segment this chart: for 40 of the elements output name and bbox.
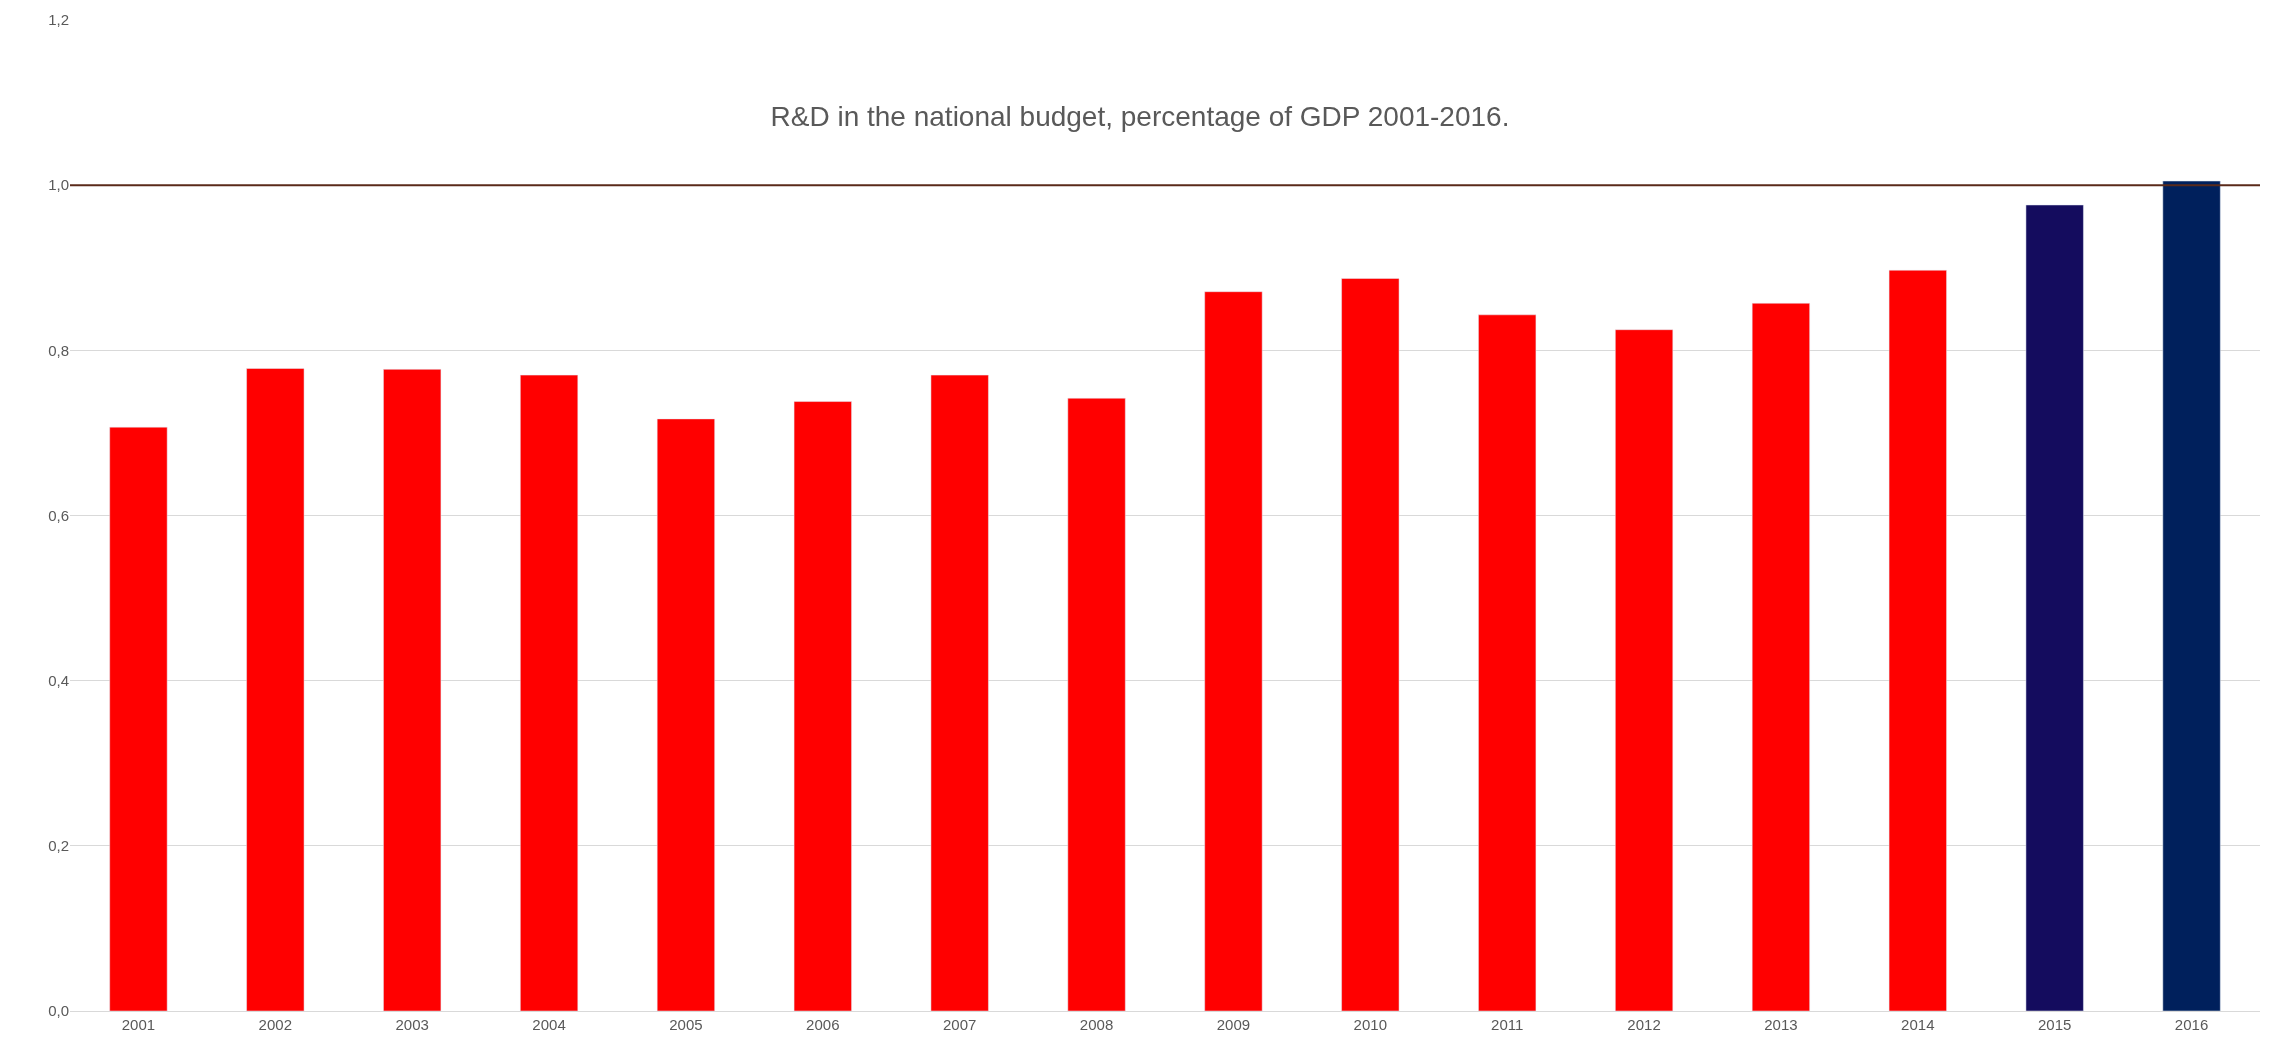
bar: [1478, 314, 1537, 1011]
bar: [383, 369, 442, 1011]
y-tick-label: 0,6: [48, 506, 69, 524]
bar: [2162, 180, 2221, 1011]
bar: [520, 374, 579, 1011]
x-tick-label: 2013: [1764, 1016, 1798, 1033]
x-tick-label: 2014: [1901, 1016, 1935, 1033]
x-tick-label: 2004: [532, 1016, 566, 1033]
bar: [656, 418, 715, 1011]
x-tick-label: 2009: [1216, 1016, 1251, 1033]
bar: [930, 374, 989, 1011]
x-tick-label: 2007: [943, 1016, 977, 1033]
bar: [1888, 269, 1947, 1011]
bar: [1751, 303, 1810, 1011]
bar: [1341, 278, 1400, 1011]
x-tick-label: 2002: [258, 1016, 292, 1033]
text: R&D in the national budget, percentage of GDP 2001-2016.: [770, 100, 1510, 132]
x-tick-label: 2015: [2038, 1016, 2072, 1033]
bar: [1204, 291, 1263, 1011]
y-tick-label: 1,0: [48, 176, 69, 194]
x-tick-label: 2006: [806, 1016, 840, 1033]
bar: [246, 368, 305, 1011]
x-tick-label: 2010: [1353, 1016, 1387, 1033]
bar: [793, 401, 852, 1011]
bar: [1615, 329, 1674, 1011]
y-tick-label: 0,0: [48, 1002, 69, 1020]
x-tick-label: 2016: [2174, 1016, 2209, 1033]
x-tick-label: 2001: [121, 1016, 156, 1033]
y-tick-label: 0,8: [48, 341, 69, 359]
y-tick-label: 0,4: [48, 671, 69, 689]
x-tick-label: 2008: [1079, 1016, 1114, 1033]
bar: [109, 426, 168, 1011]
x-tick-label: 2005: [669, 1016, 703, 1033]
bar: [1067, 397, 1126, 1011]
x-tick-label: 2003: [395, 1016, 429, 1033]
bar: [2025, 204, 2084, 1011]
y-tick-label: 1,2: [48, 11, 69, 29]
x-tick-label: 2012: [1627, 1016, 1661, 1033]
x-tick-label: 2011: [1491, 1016, 1524, 1033]
y-tick-label: 0,2: [48, 837, 69, 855]
